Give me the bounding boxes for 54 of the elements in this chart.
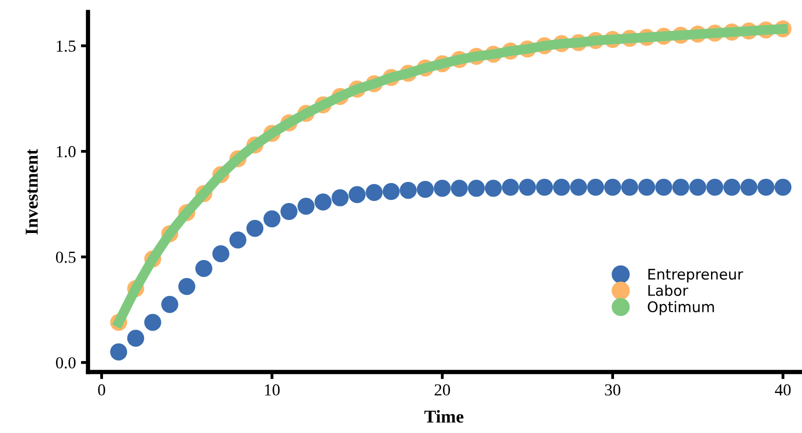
point: [416, 180, 434, 198]
x-tick-label: 40: [774, 384, 791, 396]
point: [314, 194, 332, 211]
point: [382, 182, 400, 200]
x-tick-label: 10: [265, 384, 280, 396]
y-tick-label: 0.0: [56, 357, 76, 369]
point: [212, 245, 230, 262]
point: [655, 178, 672, 196]
point: [366, 184, 383, 202]
y-axis-title: Investment: [26, 148, 38, 235]
legend-label: Labor: [648, 284, 688, 296]
x-axis-title: Time: [424, 410, 464, 423]
point: [298, 198, 315, 215]
point: [689, 178, 706, 196]
point: [587, 178, 604, 196]
y-tick-label: 1.0: [56, 146, 76, 158]
point: [484, 180, 502, 197]
point: [536, 178, 553, 196]
point: [127, 330, 144, 347]
y-tick-label: 0.5: [56, 252, 76, 263]
point: [638, 178, 656, 196]
point: [263, 210, 280, 228]
point: [553, 178, 570, 196]
point: [195, 260, 212, 278]
point: [706, 178, 724, 196]
point: [604, 178, 622, 196]
point: [161, 296, 178, 313]
point: [723, 178, 740, 196]
point: [468, 180, 485, 197]
x-tick-label: 0: [98, 384, 106, 396]
point: [672, 178, 690, 196]
point: [740, 178, 758, 196]
point: [178, 278, 196, 295]
point: [518, 178, 536, 196]
point: [110, 343, 128, 360]
x-tick-label: 20: [434, 384, 450, 396]
y-tick-label: 1.5: [56, 40, 76, 52]
point: [246, 220, 264, 237]
point: [774, 178, 792, 196]
legend-label: Optimum: [648, 301, 714, 316]
point: [280, 203, 298, 220]
point: [400, 182, 417, 199]
point: [144, 314, 162, 331]
point: [502, 178, 519, 196]
point: [434, 180, 451, 197]
point: [450, 180, 468, 197]
legend-label: Entrepreneur: [648, 268, 744, 283]
point: [757, 178, 774, 196]
point: [229, 232, 246, 249]
point: [570, 178, 588, 196]
x-tick-label: 30: [605, 384, 620, 396]
point: [332, 189, 349, 206]
point: [348, 186, 366, 204]
point: [621, 178, 638, 196]
